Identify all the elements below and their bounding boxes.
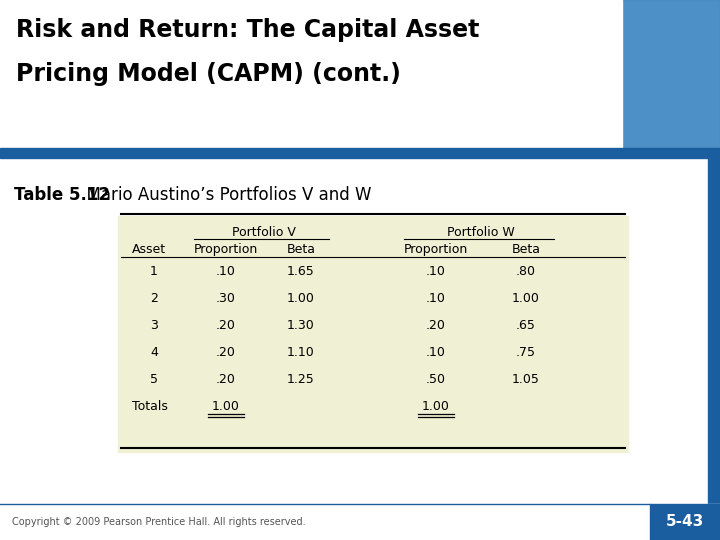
Text: .20: .20 (426, 319, 446, 332)
Text: 1.05: 1.05 (512, 373, 540, 386)
Text: .80: .80 (516, 265, 536, 278)
Text: .10: .10 (426, 265, 446, 278)
Text: 1.10: 1.10 (287, 346, 315, 359)
Text: 1.00: 1.00 (422, 400, 450, 413)
Text: Totals: Totals (132, 400, 168, 413)
Bar (622, 0, 720, 148)
Text: Portfolio W: Portfolio W (447, 226, 515, 239)
Text: Pricing Model (CAPM) (cont.): Pricing Model (CAPM) (cont.) (16, 62, 401, 86)
Text: Beta: Beta (511, 243, 541, 256)
Text: Mario Austino’s Portfolios V and W: Mario Austino’s Portfolios V and W (76, 186, 372, 204)
Text: 1.00: 1.00 (212, 400, 240, 413)
Text: Portfolio V: Portfolio V (232, 226, 295, 239)
Bar (0, 504, 720, 540)
Text: 1.25: 1.25 (287, 373, 315, 386)
Text: Asset: Asset (132, 243, 166, 256)
Text: 5: 5 (150, 373, 158, 386)
Bar (0, 148, 720, 158)
Text: .10: .10 (426, 346, 446, 359)
Text: 4: 4 (150, 346, 158, 359)
Text: .65: .65 (516, 319, 536, 332)
Text: 1.00: 1.00 (512, 292, 540, 305)
Text: Risk and Return: The Capital Asset: Risk and Return: The Capital Asset (16, 18, 480, 42)
Text: Table 5.12: Table 5.12 (14, 186, 110, 204)
Bar (708, 158, 720, 540)
Text: Proportion: Proportion (404, 243, 468, 256)
Text: Beta: Beta (287, 243, 315, 256)
Text: 1.30: 1.30 (287, 319, 315, 332)
Text: 1.00: 1.00 (287, 292, 315, 305)
Text: 3: 3 (150, 319, 158, 332)
Text: .10: .10 (216, 265, 236, 278)
Text: .50: .50 (426, 373, 446, 386)
Text: 1.65: 1.65 (287, 265, 315, 278)
Bar (118, 216, 628, 452)
Text: 1: 1 (150, 265, 158, 278)
Text: .10: .10 (426, 292, 446, 305)
Text: .20: .20 (216, 373, 236, 386)
Bar (622, 0, 720, 148)
Text: .20: .20 (216, 346, 236, 359)
Text: .30: .30 (216, 292, 236, 305)
Text: 2: 2 (150, 292, 158, 305)
Text: 5-43: 5-43 (666, 515, 704, 530)
Bar (0, 0, 622, 148)
Text: Copyright © 2009 Pearson Prentice Hall. All rights reserved.: Copyright © 2009 Pearson Prentice Hall. … (12, 517, 305, 527)
Bar (650, 504, 720, 540)
Text: Proportion: Proportion (194, 243, 258, 256)
Text: .75: .75 (516, 346, 536, 359)
Text: .20: .20 (216, 319, 236, 332)
